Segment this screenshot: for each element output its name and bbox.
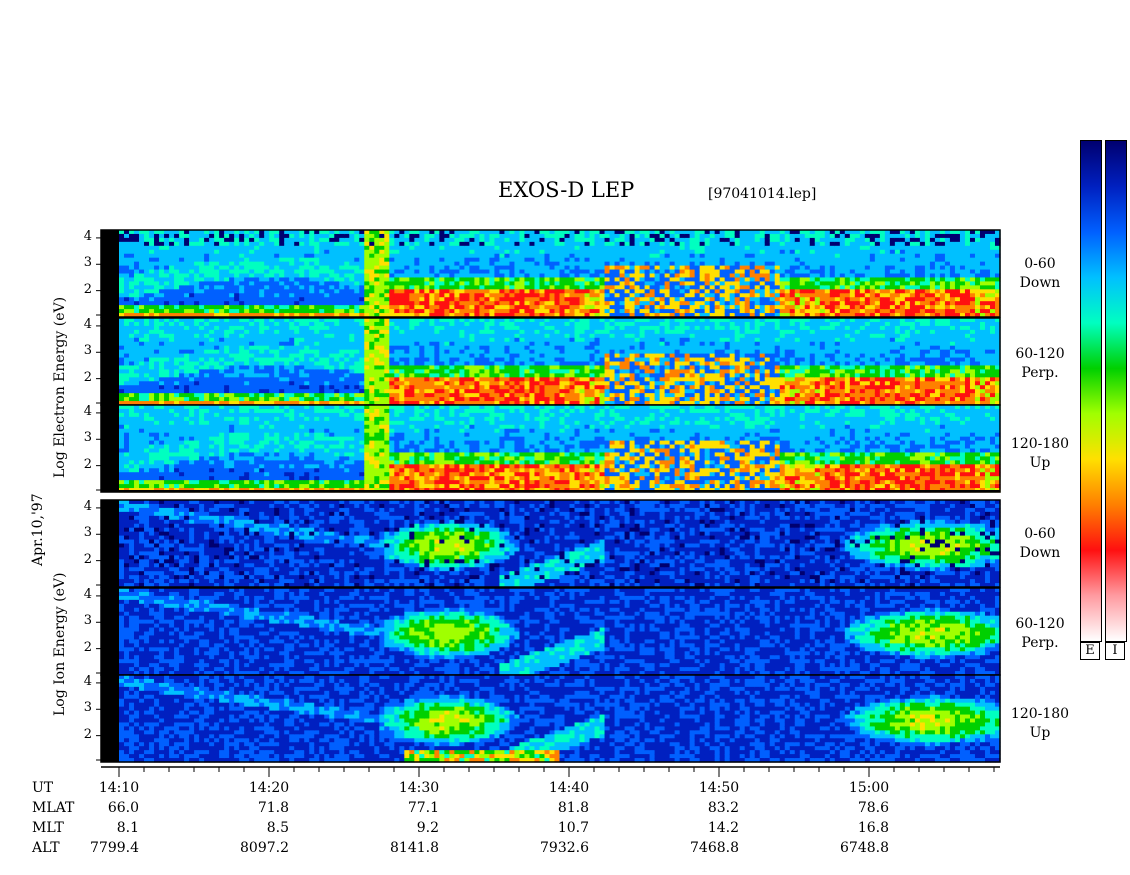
mlat-value-2: 71.8 — [209, 800, 289, 816]
panel-label-1: 0-60 Down — [1000, 255, 1080, 293]
mlt-value-2: 8.5 — [209, 820, 289, 836]
ytick-label-5-3: 3 — [72, 613, 92, 628]
ion-ylabel-unit: (eV) — [52, 573, 68, 602]
mlat-value-5: 83.2 — [659, 800, 739, 816]
ut-value-1: 14:10 — [79, 780, 159, 796]
ytick-label-1-4: 4 — [72, 229, 92, 244]
ytick-label-4-2: 2 — [72, 552, 92, 567]
ut-value-2: 14:20 — [229, 780, 309, 796]
mlt-value-4: 10.7 — [509, 820, 589, 836]
panel-label-6: 120-180 Up — [1000, 705, 1080, 743]
alt-value-1: 7799.4 — [59, 840, 139, 856]
ytick-label-3-4: 4 — [72, 404, 92, 419]
ytick-label-4-3: 3 — [72, 525, 92, 540]
ytick-label-2-4: 4 — [72, 317, 92, 332]
mlat-value-4: 81.8 — [509, 800, 589, 816]
ion-ylabel-energy: Energy — [52, 606, 68, 657]
ion-ylabel: Log Ion Energy (eV) — [52, 573, 68, 716]
ytick-label-6-4: 4 — [72, 674, 92, 689]
row-label-ut: UT — [32, 780, 53, 796]
electron-ylabel-energy: Energy — [52, 331, 68, 382]
mlt-value-6: 16.8 — [809, 820, 889, 836]
mlat-value-3: 77.1 — [359, 800, 439, 816]
ytick-label-1-2: 2 — [72, 282, 92, 297]
mlt-value-5: 14.2 — [659, 820, 739, 836]
alt-value-4: 7932.6 — [509, 840, 589, 856]
colorbar-tag-electron: E — [1080, 642, 1100, 660]
date-label: Apr.10,'97 — [30, 493, 46, 566]
colorbar-tag-ion: I — [1105, 642, 1125, 660]
panel-label-2: 60-120 Perp. — [1000, 345, 1080, 383]
ytick-label-3-3: 3 — [72, 430, 92, 445]
electron-ylabel-unit: (eV) — [52, 297, 68, 326]
ytick-label-6-3: 3 — [72, 700, 92, 715]
colorbar-ion — [1105, 140, 1127, 642]
colorbar-electron — [1080, 140, 1102, 642]
alt-value-3: 8141.8 — [359, 840, 439, 856]
electron-ylabel-species: Electron — [52, 386, 68, 447]
panel-1 — [101, 230, 1001, 318]
ion-ylabel-species: Ion — [52, 662, 68, 685]
mlt-value-1: 8.1 — [59, 820, 139, 836]
row-label-alt: ALT — [32, 840, 60, 856]
ytick-label-2-2: 2 — [72, 370, 92, 385]
ytick-label-5-4: 4 — [72, 587, 92, 602]
ut-value-4: 14:40 — [529, 780, 609, 796]
alt-value-2: 8097.2 — [209, 840, 289, 856]
mlt-value-3: 9.2 — [359, 820, 439, 836]
ytick-label-4-4: 4 — [72, 499, 92, 514]
panel-label-4: 0-60 Down — [1000, 525, 1080, 563]
panel-3 — [101, 405, 1001, 493]
panel-label-3: 120-180 Up — [1000, 435, 1080, 473]
panel-2 — [101, 318, 1001, 406]
alt-value-6: 6748.8 — [809, 840, 889, 856]
electron-ylabel: Log Electron Energy (eV) — [52, 297, 68, 478]
mlat-value-1: 66.0 — [59, 800, 139, 816]
alt-value-5: 7468.8 — [659, 840, 739, 856]
panel-4 — [101, 500, 1001, 588]
ut-value-6: 15:00 — [829, 780, 909, 796]
ut-value-5: 14:50 — [679, 780, 759, 796]
panel-label-5: 60-120 Perp. — [1000, 615, 1080, 653]
panel-5 — [101, 588, 1001, 676]
panel-6 — [101, 675, 1001, 763]
ytick-label-3-2: 2 — [72, 457, 92, 472]
ytick-label-6-2: 2 — [72, 727, 92, 742]
ytick-label-5-2: 2 — [72, 640, 92, 655]
electron-ylabel-log: Log — [52, 451, 68, 478]
mlat-value-6: 78.6 — [809, 800, 889, 816]
ion-ylabel-log: Log — [52, 689, 68, 716]
ytick-label-2-3: 3 — [72, 343, 92, 358]
ut-value-3: 14:30 — [379, 780, 459, 796]
ytick-label-1-3: 3 — [72, 255, 92, 270]
